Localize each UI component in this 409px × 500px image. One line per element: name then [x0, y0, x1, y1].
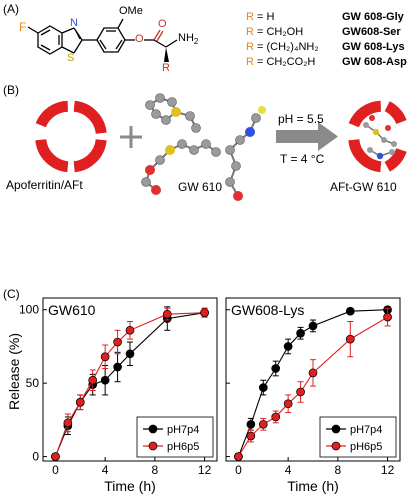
legend-marker [148, 441, 158, 451]
r-substituent: = CH₂CO₂H [253, 56, 316, 68]
data-point [296, 387, 305, 397]
ester-oxygen: O [135, 33, 144, 45]
compound-name: GW 608-Asp [342, 56, 407, 68]
data-point [283, 342, 293, 351]
plot-frame [225, 297, 401, 462]
chart-title: GW608-Lys [231, 302, 304, 318]
x-tick-label: 0 [52, 463, 59, 477]
r-substituent: = (CH₂)₄NH₂ [253, 41, 319, 53]
x-tick-label: 4 [285, 463, 292, 477]
legend-box [136, 416, 214, 458]
sulfur-atom: S [67, 52, 75, 64]
x-tick-label: 12 [381, 463, 395, 477]
x-tick-label: 12 [198, 463, 212, 477]
legend-label: pH6p5 [350, 441, 382, 453]
r-table-row: R = (CH₂)₄NH₂ GW 608-Lys [246, 40, 405, 54]
data-point [345, 334, 355, 344]
r-table-row: R = CH₂CO₂H GW 608-Asp [246, 55, 407, 69]
fluorine-atom: F [19, 20, 27, 34]
apoferritin-ring [35, 100, 107, 173]
legend-marker [331, 441, 341, 451]
legend-marker [148, 424, 158, 434]
data-point [200, 308, 209, 318]
x-axis-label: Time (h) [104, 478, 156, 494]
y-tick-label: 0 [32, 450, 39, 464]
r-substituent: = H [253, 11, 275, 23]
aft-gw610-ring [348, 100, 407, 173]
compound-name: GW608-Ser [342, 26, 401, 38]
r-symbol: R [246, 11, 254, 23]
data-point [125, 325, 135, 335]
r-group: R [162, 62, 170, 74]
apoferritin-label: Apoferritin/AFt [6, 178, 83, 192]
data-point [345, 306, 355, 316]
reaction-arrow [276, 122, 338, 151]
r-table-row: R = CH₂OH GW608-Ser [246, 25, 401, 39]
panel-a-label: (A) [3, 2, 19, 16]
data-point [234, 452, 243, 461]
y-tick-label: 50 [26, 376, 40, 390]
panel-c-label: (C) [3, 287, 20, 301]
legend-label: pH6p5 [167, 441, 199, 453]
x-axis-label: Time (h) [287, 478, 339, 494]
legend-label: pH7p4 [350, 424, 382, 436]
r-symbol: R [246, 56, 254, 68]
r-substituent: = CH₂OH [253, 26, 304, 38]
r-symbol: R [246, 41, 254, 53]
nitrogen-atom: N [70, 17, 78, 29]
x-tick-label: 8 [335, 463, 342, 477]
data-point [296, 328, 305, 338]
plus-icon [120, 126, 142, 148]
data-point [88, 375, 98, 385]
chart-title: GW610 [48, 302, 96, 318]
data-point [125, 349, 135, 359]
panel-b-label: (B) [3, 83, 19, 97]
legend-marker [331, 424, 341, 434]
condition-ph: pH = 5.5 [278, 112, 324, 126]
data-point [258, 419, 268, 429]
legend-label: pH7p4 [167, 424, 199, 436]
data-point [63, 418, 73, 428]
r-table-row: R = H GW 608-Gly [246, 10, 404, 24]
data-point [308, 368, 318, 378]
compound-name: GW 608-Gly [342, 11, 404, 23]
amine-group: NH2 [178, 32, 199, 47]
gw610-molecule-model [141, 93, 266, 201]
data-point [113, 362, 122, 372]
x-tick-label: 4 [102, 463, 109, 477]
y-tick-label: 100 [19, 303, 39, 317]
compound-name: GW 608-Lys [342, 41, 405, 53]
aft-gw610-label: AFt-GW 610 [330, 180, 397, 194]
data-point [246, 419, 256, 429]
data-point [113, 337, 122, 347]
carbonyl-oxygen: O [158, 18, 167, 30]
methoxy-group: OMe [119, 5, 143, 17]
data-point [271, 412, 281, 422]
data-point [246, 431, 256, 441]
data-point [100, 375, 110, 385]
plot-frame [42, 297, 218, 462]
gw608-structure [27, 18, 178, 62]
r-symbol: R [246, 26, 254, 38]
x-tick-label: 0 [235, 463, 242, 477]
condition-temperature: T = 4 °C [280, 152, 325, 166]
legend-box [319, 416, 397, 458]
data-point [283, 399, 293, 409]
gw610-label: GW 610 [178, 180, 223, 194]
data-point [271, 364, 281, 373]
r-substituent-table: R = H GW 608-Gly R = CH₂OH GW608-Ser R = (CH… [246, 10, 408, 70]
encapsulated-drug-model [363, 115, 397, 160]
data-point [162, 309, 172, 319]
x-tick-label: 8 [152, 463, 159, 477]
data-point [258, 383, 268, 392]
data-point [383, 312, 392, 322]
data-point [100, 352, 110, 362]
data-point [75, 397, 85, 407]
data-point [308, 321, 318, 331]
data-point [51, 452, 60, 461]
